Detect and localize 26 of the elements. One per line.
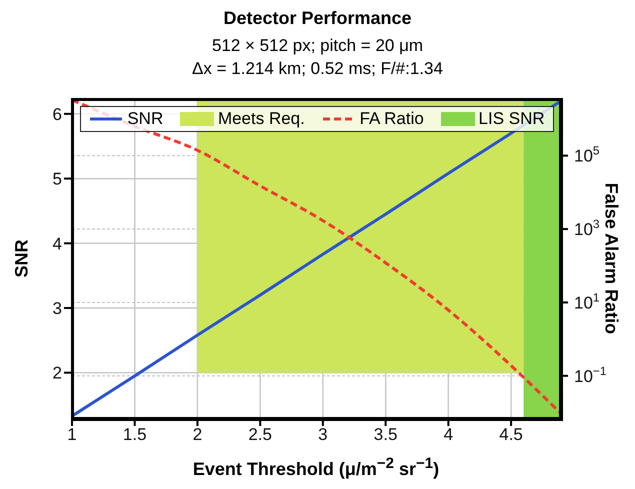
x-tick-label: 4.5 — [499, 425, 523, 444]
band-label: LIS SNR — [478, 109, 545, 129]
y2-tick-label: 10$^{1}$ — [574, 290, 600, 312]
x-tick-label: 2.5 — [248, 425, 272, 444]
legend-label: SNR — [127, 109, 164, 129]
x-axis-title: Event Threshold (μ/m$^{−2}$ sr$^{−1}$) — [192, 455, 440, 480]
x-tick-label: 1 — [67, 425, 77, 444]
y-tick-label: 4 — [52, 234, 62, 254]
y-tick-label: 5 — [52, 170, 62, 189]
x-tick-label: 4 — [444, 425, 454, 444]
y-tick-label: 2 — [52, 364, 62, 383]
x-tick-label: 1.5 — [122, 425, 147, 444]
y-tick-label: 3 — [52, 299, 62, 318]
y-axis-title: SNR — [12, 238, 32, 280]
band-label: Meets Req. — [218, 109, 305, 129]
y-tick-label: 6 — [52, 104, 62, 124]
chart-title: Detector Performance — [222, 8, 413, 29]
x-tick-label: 3.5 — [374, 425, 398, 444]
chart-subtitle: 512 × 512 px; pitch = 20 μm Δx = 1.214 km; 0.52 ms; F/#:1.34 — [191, 35, 444, 80]
y2-tick-label: 10$^{3}$ — [574, 217, 600, 240]
y2-tick-label: 10$^{5}$ — [574, 144, 600, 166]
y2-tick-label: 10$^{−1}$ — [574, 364, 607, 386]
x-tick-label: 3 — [318, 425, 328, 444]
legend-label: FA Ratio — [360, 109, 424, 129]
y2-axis-title: False Alarm Ratio — [600, 181, 622, 336]
x-tick-label: 2 — [192, 425, 202, 444]
